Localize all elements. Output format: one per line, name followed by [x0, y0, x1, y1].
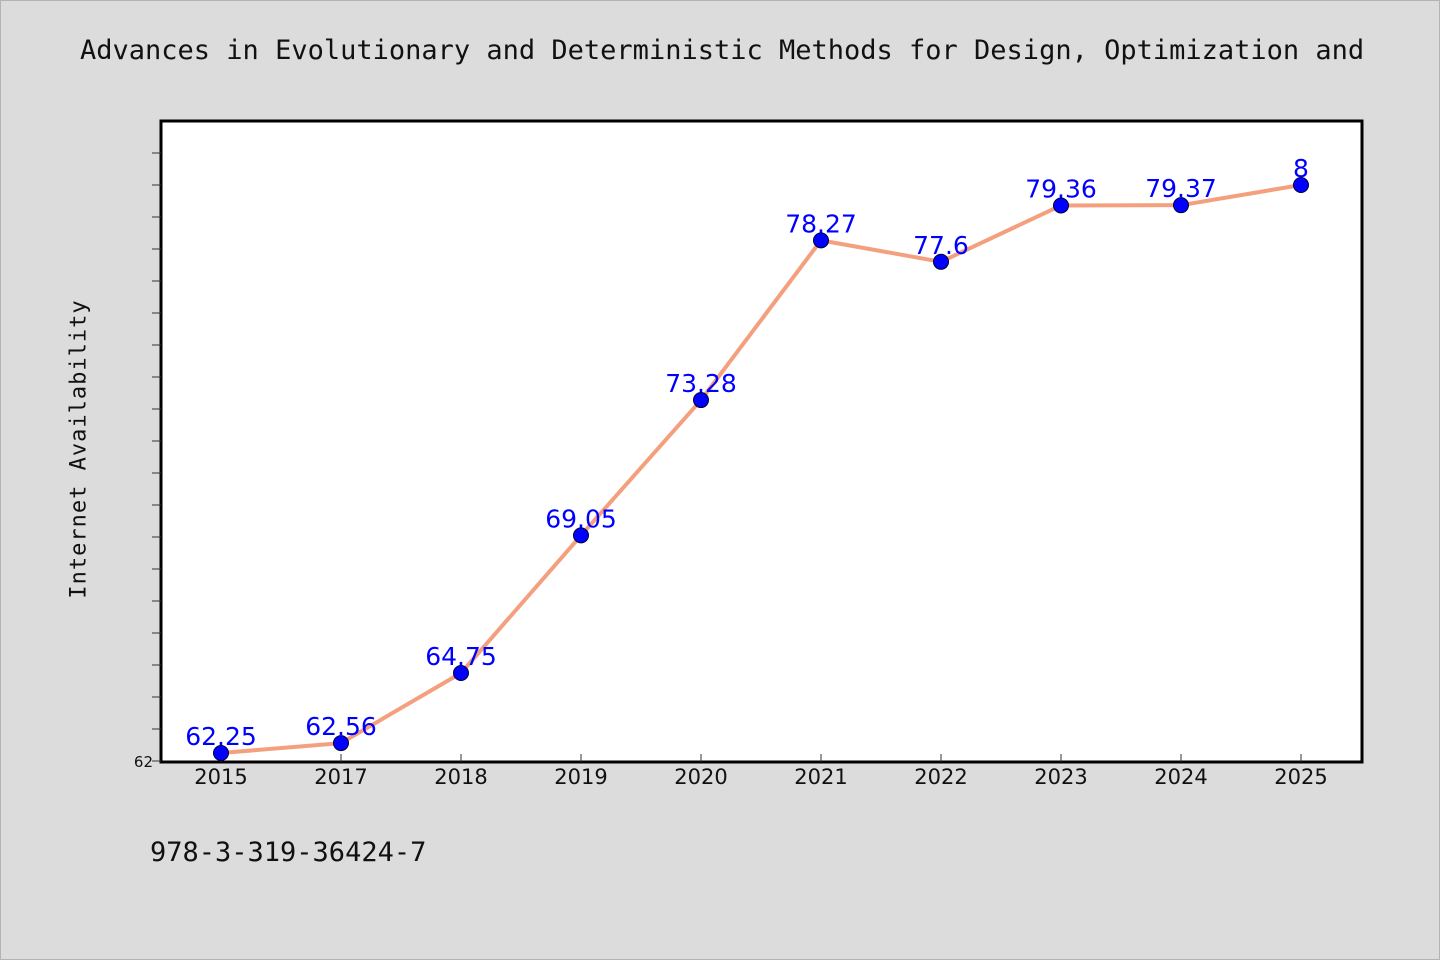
data-point: [213, 745, 229, 761]
data-label: 79.36: [1025, 174, 1097, 203]
data-point: [333, 735, 349, 752]
data-point: [933, 253, 949, 270]
data-label: 8: [1293, 154, 1309, 183]
data-point: [573, 527, 589, 544]
y-tick-label: 62: [134, 753, 153, 771]
x-tick-label: 2018: [434, 765, 487, 789]
x-tick-label: 2025: [1274, 765, 1327, 789]
data-label: 64.75: [425, 642, 497, 671]
data-point: [1293, 177, 1309, 193]
data-point: [813, 232, 829, 249]
x-tick-label: 2020: [674, 765, 727, 789]
x-tick-label: 2015: [194, 765, 247, 789]
x-tick-label: 2019: [554, 765, 607, 789]
data-point: [1053, 197, 1069, 214]
data-label: 77.6: [913, 231, 969, 260]
x-tick-label: 2023: [1034, 765, 1087, 789]
plot-area: [159, 119, 1364, 764]
data-label: 73.28: [665, 369, 737, 398]
data-point: [693, 392, 709, 409]
data-label: 79.37: [1145, 174, 1217, 203]
data-label: 62.25: [185, 722, 257, 751]
series-line: [219, 183, 1303, 755]
x-tick-label: 2017: [314, 765, 367, 789]
chart-title: Advances in Evolutionary and Determinist…: [80, 35, 1365, 66]
x-tick-label: 2022: [914, 765, 967, 789]
x-tick-label: 2021: [794, 765, 847, 789]
data-label: 78.27: [785, 209, 857, 238]
data-point: [453, 665, 469, 681]
data-label: 69.05: [545, 504, 617, 533]
data-label: 62.56: [305, 712, 377, 741]
footer-note: 978-3-319-36424-7: [150, 837, 427, 868]
x-tick-label: 2024: [1154, 765, 1207, 789]
data-point: [1173, 197, 1189, 214]
